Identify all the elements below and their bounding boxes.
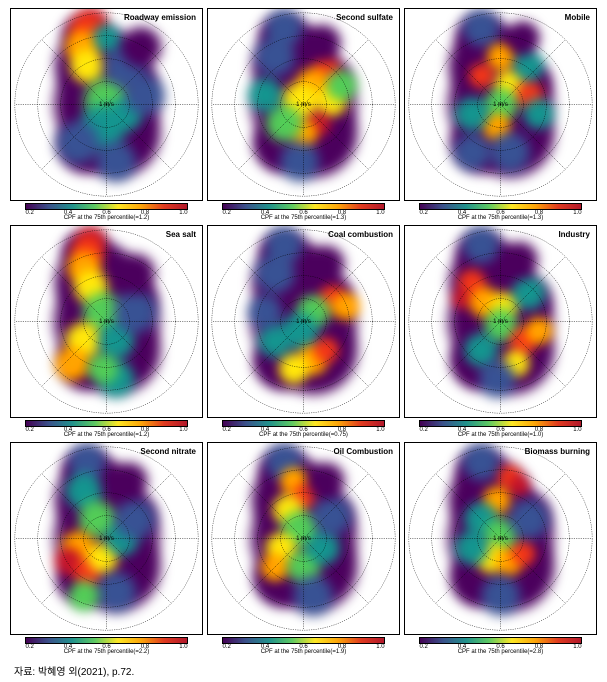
colorbar-label: CPF at the 75th percentile(=2.2): [64, 649, 150, 655]
center-scale-label: 1 m/s: [99, 319, 114, 325]
colorbar-row: 0.20.40.60.81.0CPF at the 75th percentil…: [404, 203, 597, 221]
colorbar-tick: 0.2: [419, 210, 427, 216]
plot-area: Second nitrate 1 m/s: [10, 442, 203, 635]
plot-area: Oil Combustion 1 m/s: [207, 442, 400, 635]
colorbar-tick: 0.2: [419, 644, 427, 650]
center-scale-label: 1 m/s: [493, 536, 508, 542]
colorbar-label: CPF at the 75th percentile(=1.2): [64, 215, 150, 221]
panel-title: Oil Combustion: [333, 447, 393, 456]
plot-area: Coal combustion 1 m/s: [207, 225, 400, 418]
polar-panel: Roadway emission 1 m/s 0.20.40.60.81.0CPF …: [10, 8, 203, 221]
colorbar: [419, 420, 581, 427]
colorbar-tick: 1.0: [573, 427, 581, 433]
colorbar: [25, 420, 187, 427]
colorbar-label: CPF at the 75th percentile(=1.9): [261, 649, 347, 655]
plot-area: Biomass burning 1 m/s: [404, 442, 597, 635]
colorbar-label: CPF at the 75th percentile(=1.3): [458, 215, 544, 221]
colorbar-tick: 1.0: [376, 427, 384, 433]
colorbar-tick: 0.2: [25, 644, 33, 650]
colorbar-tick: 0.2: [222, 427, 230, 433]
colorbar: [222, 203, 384, 210]
colorbar-tick: 1.0: [573, 644, 581, 650]
polar-panel: Second nitrate 1 m/s 0.20.40.60.81.0CPF at…: [10, 442, 203, 655]
colorbar-row: 0.20.40.60.81.0CPF at the 75th percentil…: [10, 203, 203, 221]
center-scale-label: 1 m/s: [296, 319, 311, 325]
panel-title: Second sulfate: [336, 13, 393, 22]
colorbar-label: CPF at the 75th percentile(=1.0): [458, 432, 544, 438]
colorbar-label: CPF at the 75th percentile(=0.75): [259, 432, 348, 438]
center-scale-label: 1 m/s: [99, 102, 114, 108]
plot-area: Industry 1 m/s: [404, 225, 597, 418]
plot-area: Sea salt 1 m/s: [10, 225, 203, 418]
colorbar: [419, 637, 581, 644]
polar-panel: Sea salt 1 m/s 0.20.40.60.81.0CPF at the 7…: [10, 225, 203, 438]
colorbar-tick: 1.0: [179, 644, 187, 650]
colorbar-tick: 0.2: [419, 427, 427, 433]
polar-panel: Oil Combustion 1 m/s 0.20.40.60.81.0CPF at…: [207, 442, 400, 655]
plot-area: Roadway emission 1 m/s: [10, 8, 203, 201]
colorbar-tick: 1.0: [179, 210, 187, 216]
colorbar-label: CPF at the 75th percentile(=2.8): [458, 649, 544, 655]
colorbar-tick: 1.0: [376, 210, 384, 216]
panel-grid: Roadway emission 1 m/s 0.20.40.60.81.0CPF …: [10, 8, 597, 655]
colorbar-row: 0.20.40.60.81.0CPF at the 75th percentil…: [404, 637, 597, 655]
colorbar: [222, 420, 384, 427]
polar-panel: Biomass burning 1 m/s 0.20.40.60.81.0CPF a…: [404, 442, 597, 655]
polar-panel: Coal combustion 1 m/s 0.20.40.60.81.0CPF a…: [207, 225, 400, 438]
colorbar-tick: 0.2: [222, 210, 230, 216]
plot-area: Second sulfate 1 m/s: [207, 8, 400, 201]
polar-panel: Industry 1 m/s 0.20.40.60.81.0CPF at the 7…: [404, 225, 597, 438]
plot-area: Mobile 1 m/s: [404, 8, 597, 201]
center-scale-label: 1 m/s: [493, 102, 508, 108]
colorbar-row: 0.20.40.60.81.0CPF at the 75th percentil…: [207, 420, 400, 438]
center-scale-label: 1 m/s: [493, 319, 508, 325]
colorbar-label: CPF at the 75th percentile(=1.2): [64, 432, 150, 438]
colorbar-tick: 0.2: [25, 210, 33, 216]
colorbar-tick: 0.2: [222, 644, 230, 650]
colorbar: [419, 203, 581, 210]
center-scale-label: 1 m/s: [296, 102, 311, 108]
colorbar-tick: 0.2: [25, 427, 33, 433]
polar-panel: Second sulfate 1 m/s 0.20.40.60.81.0CPF at…: [207, 8, 400, 221]
colorbar-row: 0.20.40.60.81.0CPF at the 75th percentil…: [10, 637, 203, 655]
panel-title: Sea salt: [166, 230, 196, 239]
colorbar-tick: 1.0: [573, 210, 581, 216]
center-scale-label: 1 m/s: [296, 536, 311, 542]
colorbar-row: 0.20.40.60.81.0CPF at the 75th percentil…: [404, 420, 597, 438]
center-scale-label: 1 m/s: [99, 536, 114, 542]
colorbar-row: 0.20.40.60.81.0CPF at the 75th percentil…: [10, 420, 203, 438]
colorbar-tick: 1.0: [376, 644, 384, 650]
panel-title: Roadway emission: [124, 13, 196, 22]
panel-title: Mobile: [565, 13, 590, 22]
polar-panel: Mobile 1 m/s 0.20.40.60.81.0CPF at the 75t…: [404, 8, 597, 221]
colorbar: [222, 637, 384, 644]
colorbar-row: 0.20.40.60.81.0CPF at the 75th percentil…: [207, 637, 400, 655]
panel-title: Coal combustion: [328, 230, 393, 239]
colorbar-label: CPF at the 75th percentile(=1.3): [261, 215, 347, 221]
panel-title: Industry: [558, 230, 590, 239]
source-citation: 자료: 박혜영 외(2021), p.72.: [10, 663, 597, 678]
figure-container: Roadway emission 1 m/s 0.20.40.60.81.0CPF …: [0, 0, 607, 682]
colorbar-tick: 1.0: [179, 427, 187, 433]
colorbar: [25, 203, 187, 210]
panel-title: Biomass burning: [525, 447, 590, 456]
colorbar: [25, 637, 187, 644]
panel-title: Second nitrate: [140, 447, 196, 456]
colorbar-row: 0.20.40.60.81.0CPF at the 75th percentil…: [207, 203, 400, 221]
